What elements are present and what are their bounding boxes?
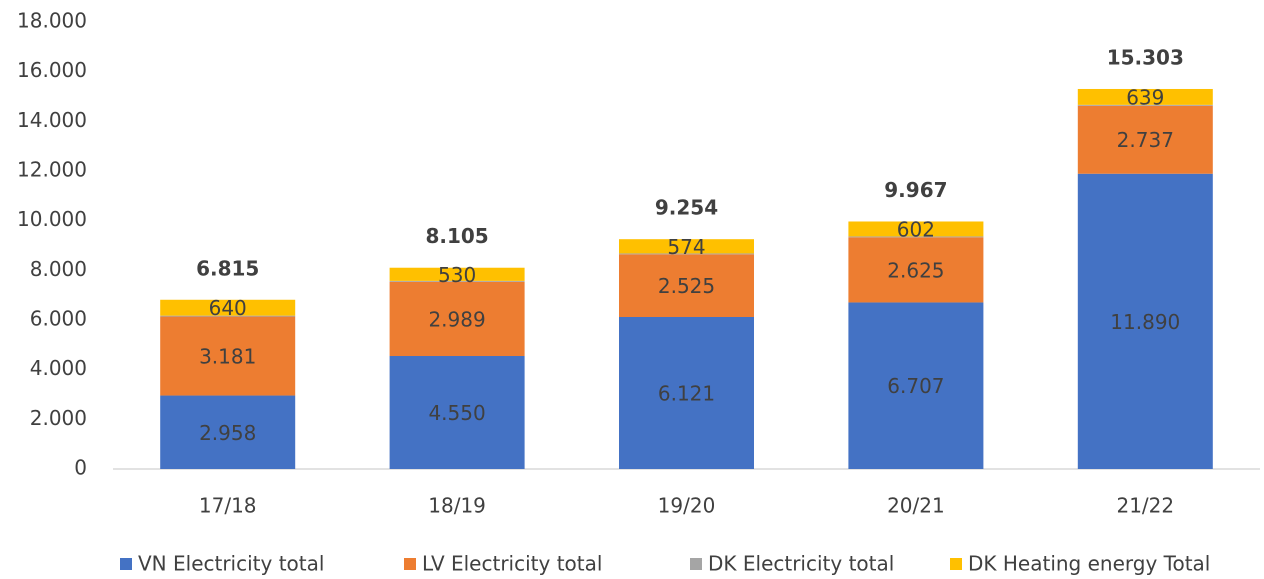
bar-segment: [619, 254, 754, 317]
y-tick-label: 10.000: [17, 207, 87, 231]
legend-label: VN Electricity total: [138, 552, 324, 576]
data-label: 574: [667, 235, 705, 259]
bar-segment: [848, 236, 984, 238]
legend-swatch: [690, 558, 702, 570]
legend-swatch: [120, 558, 132, 570]
data-label: 530: [438, 263, 476, 287]
legend-label: DK Electricity total: [708, 552, 894, 576]
x-tick-label: 21/22: [1116, 494, 1174, 518]
legend-swatch: [404, 558, 416, 570]
total-label: 15.303: [1107, 45, 1184, 69]
bar-segment: [160, 299, 296, 316]
bar-segment: [619, 239, 754, 254]
data-label: 2.958: [199, 421, 256, 445]
bar-segment: [160, 316, 296, 396]
data-label: 2.625: [887, 258, 944, 282]
bar-segment: [619, 316, 754, 469]
bar-segment: [389, 267, 525, 281]
legend-swatch: [950, 558, 962, 570]
bar-segment: [389, 281, 525, 357]
total-label: 6.815: [196, 256, 259, 280]
data-label: 640: [209, 296, 247, 320]
y-tick-label: 12.000: [17, 158, 87, 182]
bar-segment: [160, 315, 296, 317]
bar-segment: [848, 302, 984, 469]
bar-segment: [1077, 105, 1213, 174]
x-tick-label: 19/20: [658, 494, 716, 518]
total-label: 9.254: [655, 196, 718, 220]
total-label: 9.967: [884, 178, 947, 202]
y-tick-label: 2.000: [30, 406, 87, 430]
data-label: 3.181: [199, 345, 256, 369]
data-label: 2.737: [1117, 128, 1174, 152]
legend-label: DK Heating energy Total: [968, 552, 1210, 576]
x-tick-label: 18/19: [428, 494, 486, 518]
bar-segment: [1077, 88, 1213, 105]
data-label: 2.989: [428, 307, 485, 331]
data-label: 4.550: [428, 401, 485, 425]
bar-segment: [160, 395, 296, 469]
data-label: 2.525: [658, 274, 715, 298]
bar-segment: [619, 253, 754, 255]
y-tick-label: 6.000: [30, 307, 87, 331]
y-tick-label: 14.000: [17, 108, 87, 132]
bar-segment: [389, 356, 525, 469]
y-tick-label: 0: [74, 456, 87, 480]
y-tick-label: 18.000: [17, 9, 87, 33]
y-tick-label: 4.000: [30, 356, 87, 380]
bar-segment: [848, 221, 984, 237]
y-tick-label: 8.000: [30, 257, 87, 281]
x-tick-label: 17/18: [199, 494, 257, 518]
data-label: 639: [1126, 85, 1164, 109]
data-label: 11.890: [1110, 310, 1180, 334]
bar-segment: [1077, 173, 1213, 469]
data-label: 6.707: [887, 374, 944, 398]
bar-segment: [1077, 104, 1213, 106]
x-tick-label: 20/21: [887, 494, 945, 518]
total-label: 8.105: [425, 224, 488, 248]
y-tick-label: 16.000: [17, 58, 87, 82]
data-label: 6.121: [658, 381, 715, 405]
data-label: 602: [897, 217, 935, 241]
bar-segment: [848, 237, 984, 303]
bar-segment: [389, 280, 525, 282]
legend-label: LV Electricity total: [422, 552, 602, 576]
